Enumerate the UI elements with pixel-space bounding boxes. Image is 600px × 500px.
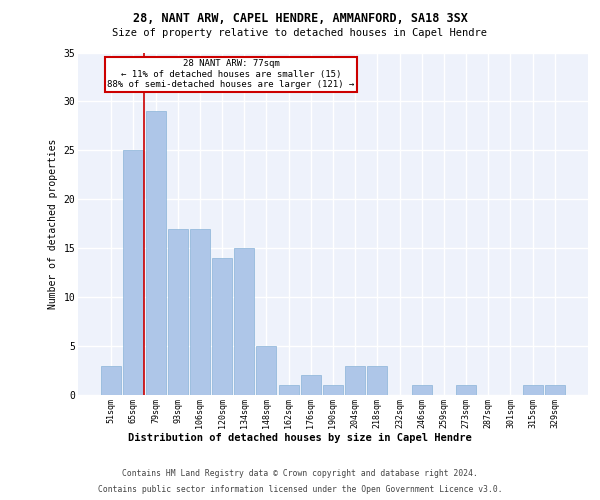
Text: Contains HM Land Registry data © Crown copyright and database right 2024.: Contains HM Land Registry data © Crown c…: [122, 469, 478, 478]
Bar: [256, 346, 277, 395]
Bar: [146, 111, 166, 395]
Text: Size of property relative to detached houses in Capel Hendre: Size of property relative to detached ho…: [113, 28, 487, 38]
Bar: [367, 366, 388, 395]
Bar: [412, 385, 432, 395]
Bar: [278, 385, 299, 395]
Bar: [345, 366, 365, 395]
Text: 28, NANT ARW, CAPEL HENDRE, AMMANFORD, SA18 3SX: 28, NANT ARW, CAPEL HENDRE, AMMANFORD, S…: [133, 12, 467, 26]
Bar: [101, 366, 121, 395]
Text: 28 NANT ARW: 77sqm
← 11% of detached houses are smaller (15)
88% of semi-detache: 28 NANT ARW: 77sqm ← 11% of detached hou…: [107, 60, 355, 89]
Bar: [212, 258, 232, 395]
Bar: [301, 376, 321, 395]
Bar: [523, 385, 542, 395]
Text: Distribution of detached houses by size in Capel Hendre: Distribution of detached houses by size …: [128, 432, 472, 442]
Bar: [456, 385, 476, 395]
Bar: [168, 228, 188, 395]
Bar: [124, 150, 143, 395]
Bar: [545, 385, 565, 395]
Bar: [234, 248, 254, 395]
Bar: [323, 385, 343, 395]
Text: Contains public sector information licensed under the Open Government Licence v3: Contains public sector information licen…: [98, 485, 502, 494]
Bar: [190, 228, 210, 395]
Y-axis label: Number of detached properties: Number of detached properties: [48, 138, 58, 309]
